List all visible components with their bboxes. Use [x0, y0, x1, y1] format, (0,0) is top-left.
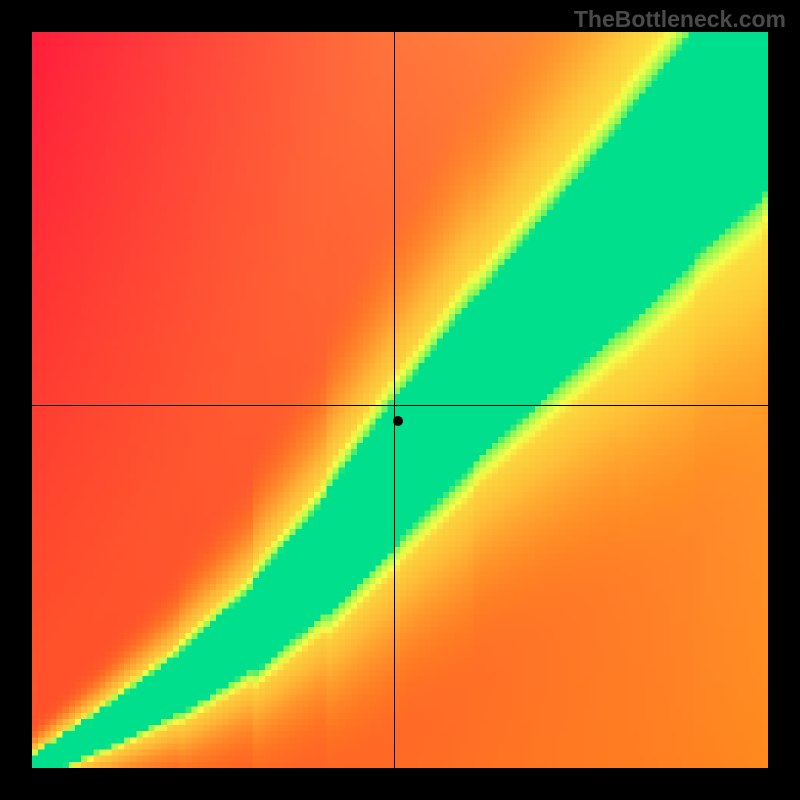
heatmap-canvas	[32, 32, 768, 768]
watermark-text: TheBottleneck.com	[574, 6, 786, 33]
marker-dot	[393, 416, 403, 426]
chart-container: TheBottleneck.com	[0, 0, 800, 800]
crosshair-vertical	[394, 32, 395, 768]
crosshair-horizontal	[32, 405, 768, 406]
heatmap-plot	[32, 32, 768, 768]
